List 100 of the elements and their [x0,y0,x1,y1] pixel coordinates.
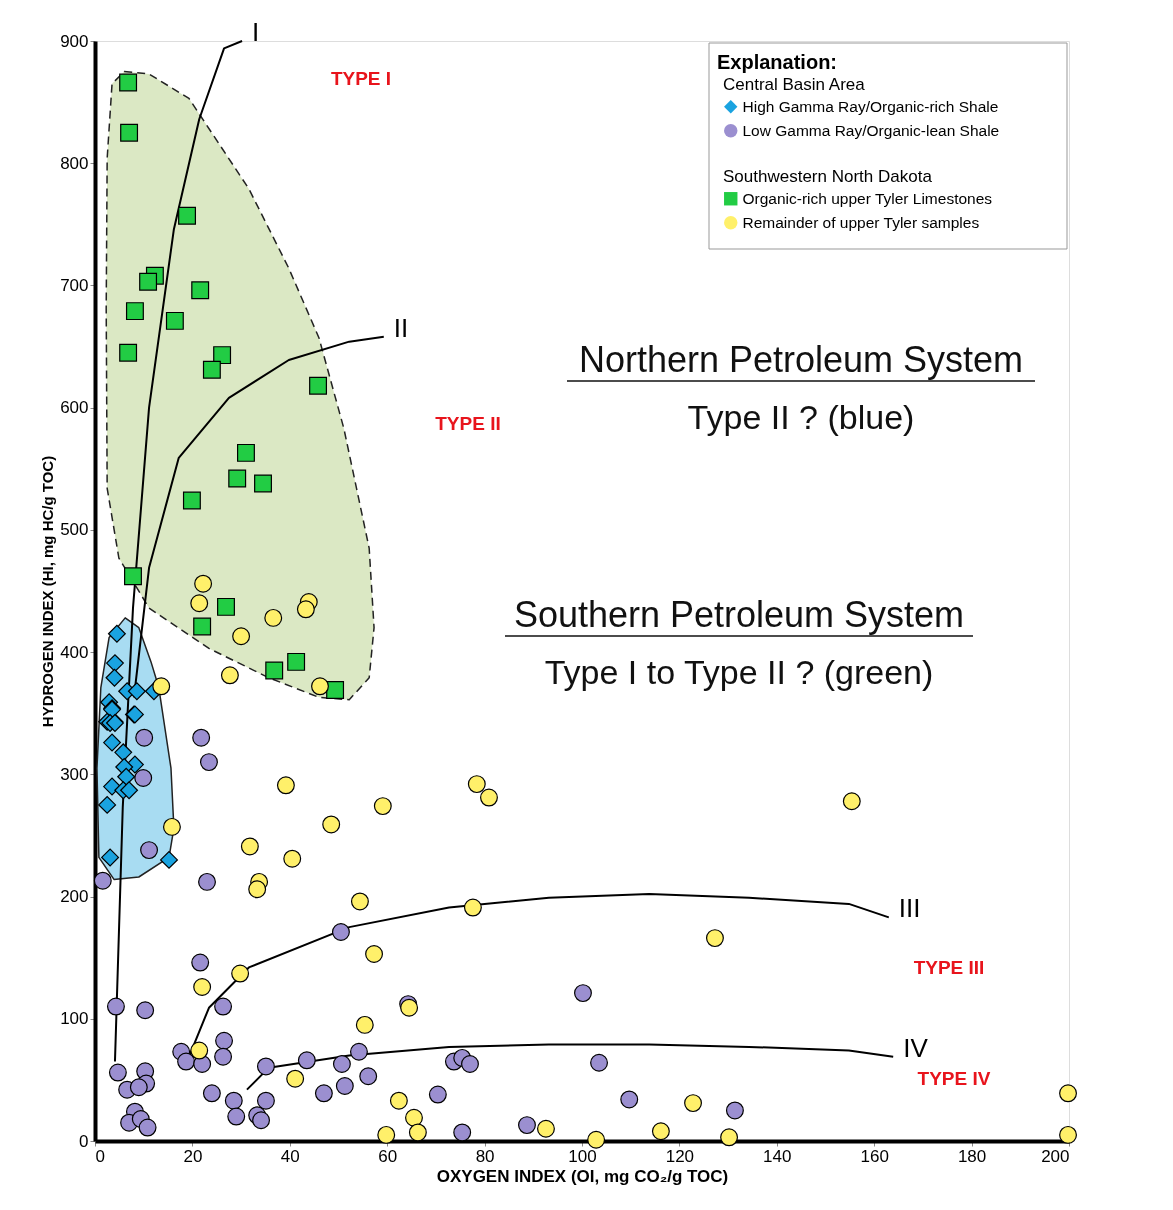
legend-label: Low Gamma Ray/Organic-lean Shale [742,121,1000,139]
point [194,574,213,593]
point [842,792,861,811]
point [408,1123,427,1142]
point [296,600,315,619]
point [105,668,124,687]
point [377,1125,396,1144]
point [190,1041,209,1060]
annotation: Southern Petroleum System [513,594,965,635]
series-label: II [393,312,409,343]
point [254,474,272,493]
point [349,1042,368,1061]
point [264,608,283,627]
point [191,281,210,300]
point [198,872,216,891]
point [326,681,345,699]
point [248,880,267,899]
point [256,1091,275,1110]
point [124,567,142,586]
point [389,1091,408,1110]
x-tick-label: 180 [957,1146,987,1166]
point [350,892,369,911]
point [283,849,302,868]
point [428,1085,447,1104]
point [232,627,251,646]
x-tick-label: 40 [280,1146,300,1166]
point [119,343,138,362]
y-axis-title: HYDROGEN INDEX (HI, mg HC/g TOC) [39,455,57,728]
legend-title: Explanation: [717,51,838,73]
point [231,964,250,983]
point [191,953,210,972]
point [114,743,133,762]
y-tick-label: 400 [60,642,89,662]
annotation: TYPE II [435,413,501,434]
annotation: TYPE I [330,68,392,89]
point [93,871,112,890]
point [461,1055,479,1073]
point [136,1001,155,1020]
point [276,776,295,795]
point [127,682,146,701]
point [178,206,197,225]
point [220,666,239,685]
point [106,654,124,673]
point [190,594,209,613]
annotation: Southwestern North Dakota [723,167,933,186]
point [574,984,592,1003]
point [224,1091,243,1110]
point [463,898,482,917]
point [214,1047,233,1066]
point [252,1111,271,1130]
point [237,443,255,462]
x-tick-label: 120 [665,1146,695,1166]
point [720,1128,739,1147]
point [129,1078,148,1097]
point [217,597,235,616]
point [106,997,125,1016]
point [182,491,201,510]
point [405,1108,423,1127]
point [705,929,724,948]
point [297,1051,316,1070]
legend-label: High Gamma Ray/Organic-rich Shale [742,97,999,115]
point [365,945,384,963]
x-axis-title: OXYGEN INDEX (OI, mg CO₂/g TOC) [436,1166,729,1186]
x-tick-label: 80 [475,1146,495,1166]
point [518,1116,536,1135]
point [120,123,139,142]
annotation: Type I to Type II ? (green) [544,653,934,691]
annotation: Northern Petroleum System [578,339,1024,380]
point [331,923,350,941]
point [98,795,117,814]
point [355,1015,374,1034]
point [480,788,498,807]
point [265,661,284,680]
series-label: IV [903,1032,929,1063]
point [152,677,171,696]
point [108,1063,127,1082]
point [117,767,136,786]
point [138,1118,157,1137]
y-tick-label: 800 [60,153,89,173]
point [332,1055,351,1073]
point [228,469,247,488]
y-tick-label: 700 [60,275,89,295]
point [256,1057,275,1076]
y-tick-label: 600 [60,398,89,418]
point [240,837,259,856]
point [160,850,178,869]
y-tick-label: 500 [60,520,89,540]
point [177,1052,196,1071]
series-label: III [898,893,921,924]
point [322,815,341,834]
point [165,311,184,330]
annotation: TYPE IV [917,1068,991,1089]
legend-label: Organic-rich upper Tyler Limestones [742,189,993,207]
x-tick-label: 200 [1041,1146,1070,1166]
point [125,302,144,321]
point [373,797,392,816]
legend-label: Remainder of upper Tyler samples [742,213,980,231]
point [620,1090,639,1109]
point [103,733,122,752]
line-series [245,1043,895,1091]
